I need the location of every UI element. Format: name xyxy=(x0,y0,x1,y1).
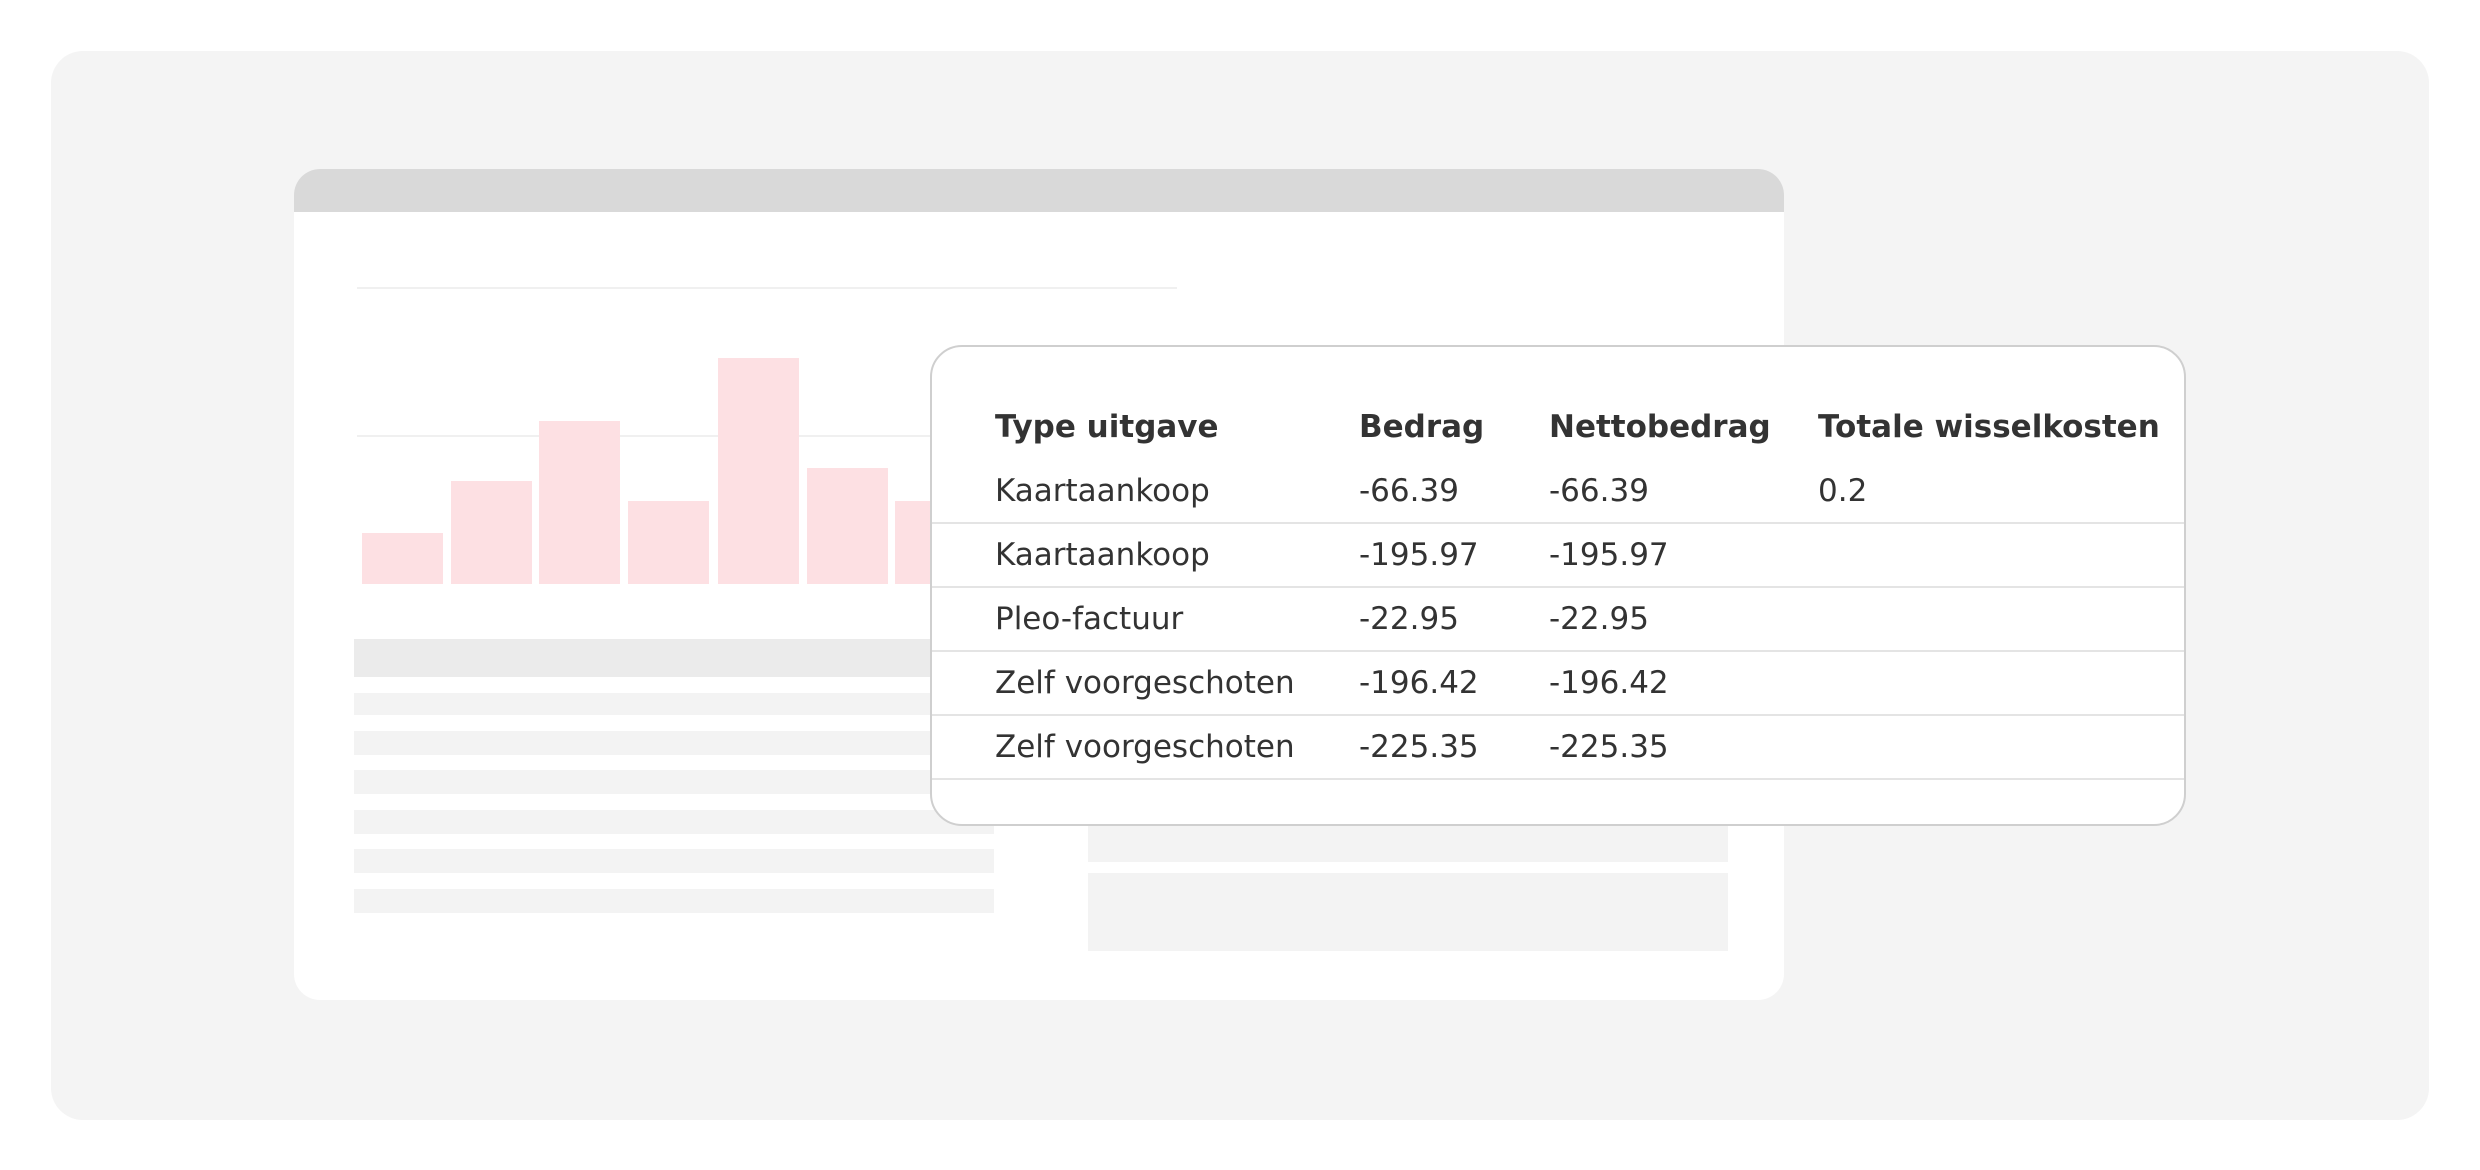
placeholder-line xyxy=(354,889,994,913)
table-cell: Zelf voorgeschoten xyxy=(995,665,1295,701)
decor-bar xyxy=(807,468,888,584)
decor-bar xyxy=(628,501,709,584)
table-cell: -225.35 xyxy=(1549,729,1669,765)
table-cell: Kaartaankoop xyxy=(995,537,1210,573)
divider xyxy=(357,287,1177,289)
window-bar xyxy=(294,169,1784,212)
decor-bar xyxy=(362,533,443,584)
placeholder-line xyxy=(354,693,994,715)
table-cell: -195.97 xyxy=(1549,537,1669,573)
placeholder-line xyxy=(354,731,994,755)
row-separator xyxy=(932,778,2184,780)
table-cell: -22.95 xyxy=(1359,601,1459,637)
column-header: Totale wisselkosten xyxy=(1818,409,2160,445)
row-separator xyxy=(932,522,2184,524)
table-cell: -195.97 xyxy=(1359,537,1479,573)
column-header: Bedrag xyxy=(1359,409,1485,445)
table-cell: -196.42 xyxy=(1549,665,1669,701)
table-cell: Kaartaankoop xyxy=(995,473,1210,509)
row-separator xyxy=(932,650,2184,652)
table-card: Type uitgave Bedrag Nettobedrag Totale wiss… xyxy=(930,345,2186,826)
placeholder-line xyxy=(354,810,994,834)
table-cell: -66.39 xyxy=(1359,473,1459,509)
table-cell: -22.95 xyxy=(1549,601,1649,637)
placeholder-line xyxy=(354,770,994,794)
column-header: Type uitgave xyxy=(995,409,1219,445)
table-cell: 0.2 xyxy=(1818,473,1868,509)
table-cell: -225.35 xyxy=(1359,729,1479,765)
row-separator xyxy=(932,714,2184,716)
placeholder-block xyxy=(1088,873,1728,951)
decor-bar xyxy=(451,481,532,584)
decor-bar xyxy=(539,421,620,584)
table-cell: Pleo-factuur xyxy=(995,601,1184,637)
table-cell: -66.39 xyxy=(1549,473,1649,509)
row-separator xyxy=(932,586,2184,588)
decor-bar xyxy=(718,358,799,584)
column-header: Nettobedrag xyxy=(1549,409,1771,445)
table-cell: Zelf voorgeschoten xyxy=(995,729,1295,765)
placeholder-header xyxy=(354,639,994,677)
placeholder-line xyxy=(354,849,994,873)
table-cell: -196.42 xyxy=(1359,665,1479,701)
